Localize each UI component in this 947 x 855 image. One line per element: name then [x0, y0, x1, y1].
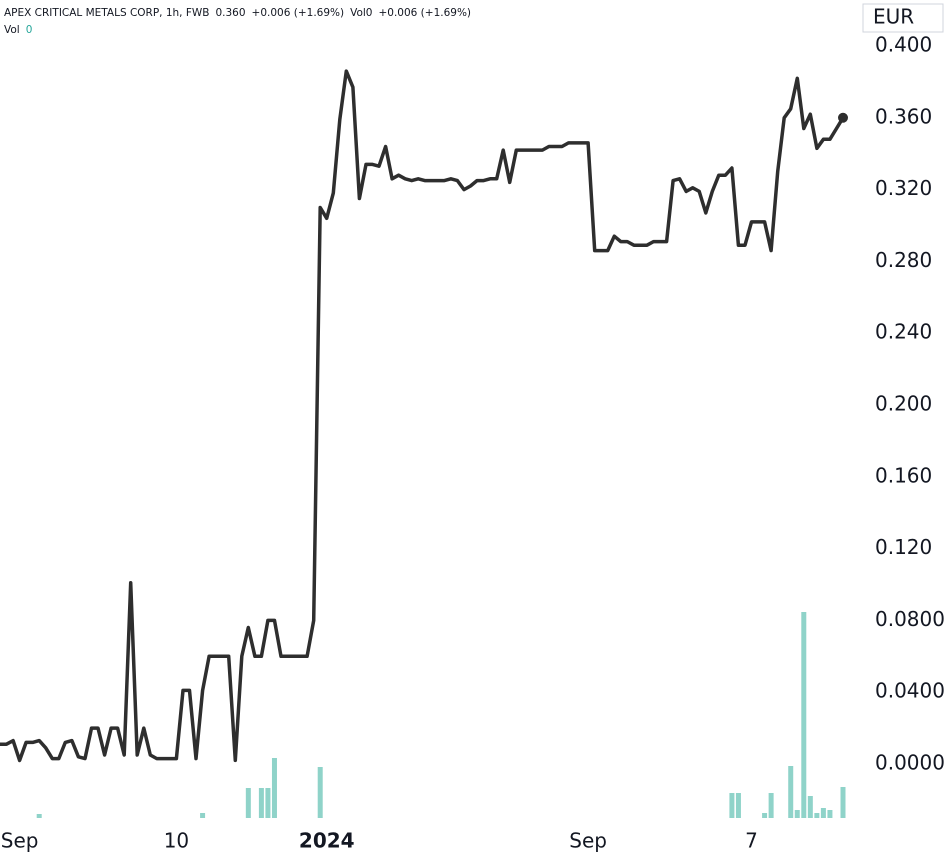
volume-bar [807, 796, 813, 818]
volume-title: Vol [4, 24, 20, 36]
change: +0.006 (+1.69%) [252, 7, 345, 19]
x-tick-label: 10 [164, 829, 189, 853]
volume-bar [814, 813, 820, 818]
y-tick-label: 0.280 [875, 248, 932, 272]
y-tick-label: 0.240 [875, 320, 932, 344]
y-tick-label: 0.400 [875, 32, 932, 56]
volume-value: 0 [26, 24, 33, 36]
volume-bar [840, 787, 846, 818]
volume-change: +0.006 (+1.69%) [378, 7, 471, 19]
x-tick-label: 2024 [299, 829, 355, 853]
y-tick-label: 0.200 [875, 391, 932, 415]
currency-box[interactable] [862, 3, 944, 33]
x-tick-label: 7 [745, 829, 758, 853]
volume-label: Vol0 [350, 7, 372, 19]
price-line [0, 69, 845, 763]
symbol: APEX CRITICAL METALS CORP, 1h, FWB [4, 7, 209, 19]
volume-bar [762, 813, 768, 818]
y-tick-label: 0.320 [875, 176, 932, 200]
y-tick-label: 0.360 [875, 104, 932, 128]
currency[interactable]: EUR [873, 5, 914, 29]
volume-bar [794, 810, 800, 818]
volume-bar [200, 813, 206, 818]
volume-bar [265, 788, 271, 818]
volume-bar [801, 612, 807, 818]
last-point [838, 112, 848, 123]
volume-bar [729, 793, 735, 818]
volume-bar [258, 788, 264, 818]
y-tick-label: 0.0000 [875, 750, 945, 774]
x-tick-label: Sep [569, 829, 607, 853]
volume-bar [317, 767, 323, 818]
y-tick-label: 0.0400 [875, 679, 945, 703]
volume-bar [820, 808, 826, 818]
last-price: 0.360 [215, 7, 245, 19]
volume-bar [788, 766, 794, 818]
volume-legend: Vol 0 [4, 24, 32, 36]
volume-bar [36, 814, 42, 818]
y-tick-label: 0.160 [875, 463, 932, 487]
volume-bar [271, 758, 277, 818]
volume-bar [245, 788, 251, 818]
volume-bar [768, 793, 774, 818]
x-tick-label: Sep [1, 829, 39, 853]
y-tick-label: 0.0800 [875, 607, 945, 631]
y-tick-label: 0.120 [875, 535, 932, 559]
volume-bar [735, 793, 741, 818]
chart-title: APEX CRITICAL METALS CORP, 1h, FWB 0.360 +… [4, 7, 471, 19]
volume-bar [827, 810, 833, 818]
